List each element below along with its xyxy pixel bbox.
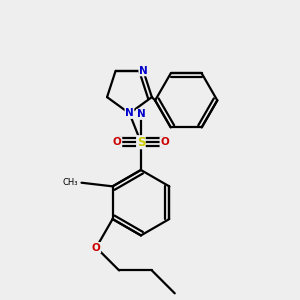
Text: O: O (92, 242, 100, 253)
Text: N: N (136, 110, 145, 119)
Text: O: O (160, 137, 169, 147)
Text: CH₃: CH₃ (62, 178, 78, 187)
Text: O: O (113, 137, 122, 147)
Text: N: N (139, 66, 148, 76)
Text: N: N (125, 108, 134, 118)
Text: S: S (137, 136, 145, 149)
